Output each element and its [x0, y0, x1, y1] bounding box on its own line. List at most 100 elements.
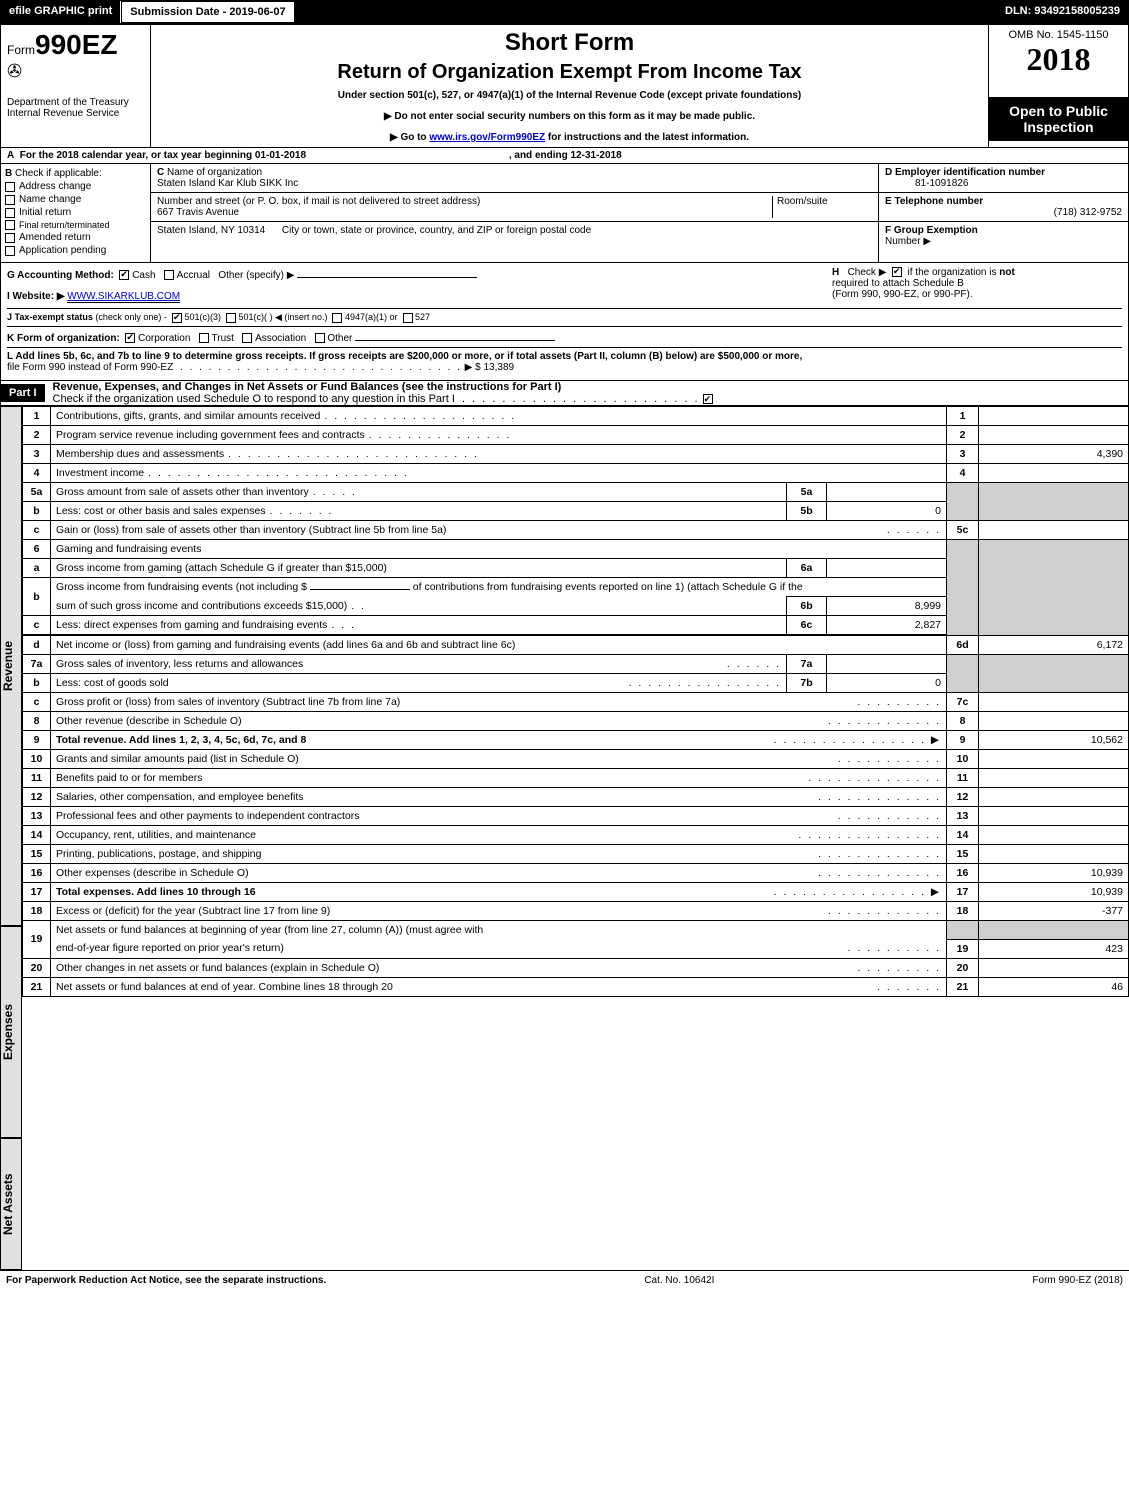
part1-header-row: Part I Revenue, Expenses, and Changes in… — [0, 381, 1129, 406]
cb-pending[interactable] — [5, 246, 15, 256]
l17-rval: 10,939 — [979, 883, 1129, 902]
f-label: F Group Exemption — [885, 225, 978, 236]
cb-assoc[interactable] — [242, 333, 252, 343]
org-city: Staten Island, NY 10314 — [157, 225, 265, 236]
section-bcdef: B Check if applicable: Address change Na… — [0, 163, 1129, 263]
l5b-desc: Less: cost or other basis and sales expe… — [56, 505, 266, 517]
l13-desc: Professional fees and other payments to … — [56, 810, 360, 822]
cb-accrual[interactable] — [164, 270, 174, 280]
l11-rval — [979, 769, 1129, 788]
org-name: Staten Island Kar Klub SIKK Inc — [157, 178, 298, 189]
cb-korg-other[interactable] — [315, 333, 325, 343]
l18-rnum: 18 — [947, 902, 979, 921]
l19-shade — [947, 921, 979, 940]
l20-num: 20 — [23, 958, 51, 977]
goto-text: ▶ Go to www.irs.gov/Form990EZ for instru… — [157, 132, 982, 143]
website-link[interactable]: WWW.SIKARKLUB.COM — [67, 291, 180, 303]
l9-rval: 10,562 — [979, 731, 1129, 750]
side-revenue: Revenue — [0, 406, 22, 926]
a-begin: 01-01-2018 — [255, 150, 306, 161]
goto-pre: ▶ Go to — [390, 132, 429, 143]
l7a-subval — [827, 655, 947, 674]
l5a-desc: Gross amount from sale of assets other t… — [56, 486, 309, 498]
l10-rnum: 10 — [947, 750, 979, 769]
l6b-subval: 8,999 — [827, 597, 947, 616]
cb-name-change[interactable] — [5, 195, 15, 205]
l10-num: 10 — [23, 750, 51, 769]
irs-label: Internal Revenue Service — [7, 108, 144, 119]
g-other: Other (specify) ▶ — [218, 270, 294, 281]
line-11: 11 Benefits paid to or for members. . . … — [23, 769, 1129, 788]
submission-date: Submission Date - 2019-06-07 — [121, 1, 294, 23]
f-label2: Number ▶ — [885, 236, 931, 247]
l15-rnum: 15 — [947, 845, 979, 864]
cb-501c3[interactable] — [172, 313, 182, 323]
cb-initial-return[interactable] — [5, 208, 15, 218]
line-16: 16 Other expenses (describe in Schedule … — [23, 864, 1129, 883]
l2-desc: Program service revenue including govern… — [56, 429, 365, 441]
l15-desc: Printing, publications, postage, and shi… — [56, 848, 261, 860]
l6d-rnum: 6d — [947, 636, 979, 655]
k-other-line — [355, 340, 555, 341]
part1-check-text: Check if the organization used Schedule … — [53, 393, 455, 405]
a-text-pre: For the 2018 calendar year, or tax year … — [20, 150, 255, 161]
k-label: K Form of organization: — [7, 333, 120, 344]
l4-num: 4 — [23, 464, 51, 483]
opt-5: Application pending — [19, 245, 106, 256]
l7b-num: b — [23, 674, 51, 693]
h-not: not — [999, 267, 1015, 278]
l2-rval — [979, 426, 1129, 445]
dln-label: DLN: 93492158005239 — [997, 1, 1128, 23]
footer: For Paperwork Reduction Act Notice, see … — [0, 1270, 1129, 1290]
cb-amended[interactable] — [5, 233, 15, 243]
goto-link[interactable]: www.irs.gov/Form990EZ — [429, 132, 545, 143]
irs-eagle-icon: ✇ — [7, 61, 144, 82]
form-prefix: Form — [7, 43, 35, 57]
line-8: 8 Other revenue (describe in Schedule O)… — [23, 712, 1129, 731]
l4-rnum: 4 — [947, 464, 979, 483]
cb-h[interactable] — [892, 267, 902, 277]
cb-schedule-o[interactable] — [703, 394, 713, 404]
l21-num: 21 — [23, 977, 51, 996]
line-6: 6 Gaming and fundraising events — [23, 540, 1129, 559]
l6-shade — [947, 540, 979, 636]
main-table: 1 Contributions, gifts, grants, and simi… — [22, 406, 1129, 997]
l6b-desc-post: of contributions from fundraising events… — [413, 581, 803, 593]
l2-num: 2 — [23, 426, 51, 445]
part1-title: Revenue, Expenses, and Changes in Net As… — [53, 381, 562, 393]
l6a-subval — [827, 559, 947, 578]
a-label: A — [7, 150, 14, 161]
l19-rnum: 19 — [947, 939, 979, 958]
l7a-subnum: 7a — [787, 655, 827, 674]
j-4947: 4947(a)(1) or — [345, 312, 398, 322]
return-title: Return of Organization Exempt From Incom… — [157, 61, 982, 84]
line-20: 20 Other changes in net assets or fund b… — [23, 958, 1129, 977]
l13-num: 13 — [23, 807, 51, 826]
part1-dots: . . . . . . . . . . . . . . . . . . . . … — [462, 393, 700, 405]
cb-cash[interactable] — [119, 270, 129, 280]
part1-label: Part I — [1, 384, 45, 402]
side-netassets: Net Assets — [0, 1138, 22, 1270]
col-c: C Name of organization Staten Island Kar… — [151, 164, 878, 262]
l11-rnum: 11 — [947, 769, 979, 788]
cb-4947[interactable] — [332, 313, 342, 323]
cb-corp[interactable] — [125, 333, 135, 343]
l6-shade-val — [979, 540, 1129, 636]
l8-rval — [979, 712, 1129, 731]
l5c-desc: Gain or (loss) from sale of assets other… — [56, 524, 446, 536]
short-form-title: Short Form — [157, 29, 982, 57]
l6b-desc2: sum of such gross income and contributio… — [56, 600, 347, 612]
g-label: G Accounting Method: — [7, 270, 114, 281]
cb-final-return[interactable] — [5, 220, 15, 230]
cb-501c[interactable] — [226, 313, 236, 323]
l10-rval — [979, 750, 1129, 769]
cb-trust[interactable] — [199, 333, 209, 343]
h-text3: (Form 990, 990-EZ, or 990-PF). — [832, 289, 973, 300]
l10-desc: Grants and similar amounts paid (list in… — [56, 753, 299, 765]
cb-527[interactable] — [403, 313, 413, 323]
l16-rnum: 16 — [947, 864, 979, 883]
line-4: 4 Investment income. . . . . . . . . . .… — [23, 464, 1129, 483]
cb-address-change[interactable] — [5, 182, 15, 192]
j-527: 527 — [415, 312, 430, 322]
line-21: 21 Net assets or fund balances at end of… — [23, 977, 1129, 996]
